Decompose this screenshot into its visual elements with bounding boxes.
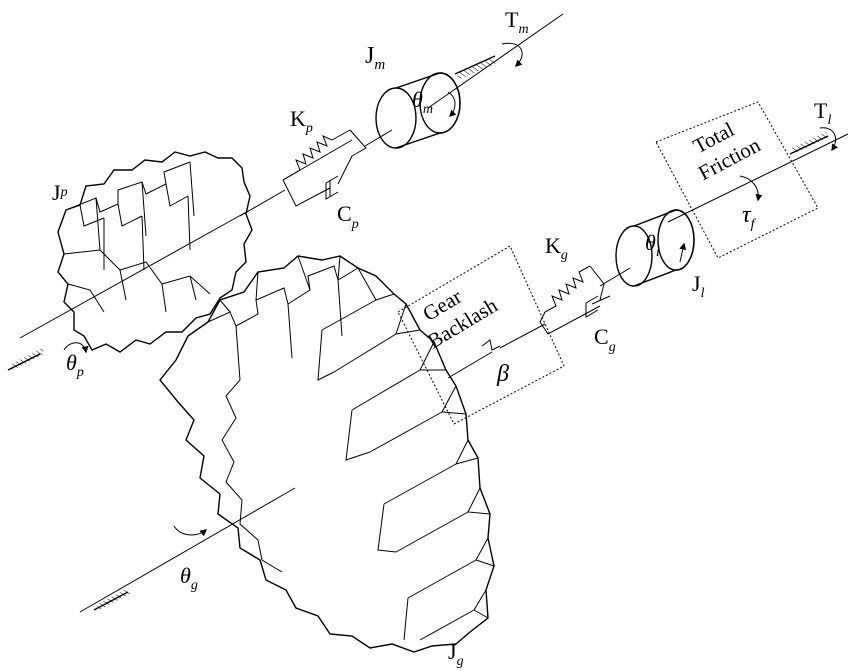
- theta-p-label: θp: [66, 350, 84, 380]
- beta-label: β: [496, 361, 509, 387]
- gear-backlash-box: [397, 245, 565, 425]
- kp-spring-cp-damper: [282, 129, 367, 207]
- jl-label: Jl: [692, 271, 705, 301]
- theta-m-arrow: [447, 91, 457, 117]
- kp-label: Kp: [290, 106, 313, 136]
- motor-inertia-cylinder: [375, 72, 461, 149]
- jp-label: Jp: [52, 180, 68, 205]
- theta-m-label: θm: [412, 87, 433, 117]
- pinion-gear: [7, 151, 253, 371]
- tm-label: Tm: [505, 7, 529, 37]
- jg-label: Jg: [448, 639, 464, 669]
- load-ground: [789, 127, 839, 155]
- theta-l-label: θl: [645, 230, 660, 260]
- cp-label: Cp: [337, 201, 359, 232]
- tau-f-label: τf: [742, 202, 757, 232]
- load-inertia-cylinder: [615, 209, 695, 287]
- jm-label: Jm: [365, 43, 385, 73]
- kg-label: Kg: [545, 233, 568, 263]
- tl-label: Tl: [814, 98, 831, 128]
- theta-g-label: θg: [180, 563, 198, 593]
- total-friction-label: Total Friction: [689, 117, 765, 185]
- output-gear: [79, 255, 495, 653]
- cg-label: Cg: [594, 324, 616, 355]
- motor-torque-arrow: [501, 42, 523, 67]
- total-friction-box: [655, 101, 819, 259]
- motor-ground: [454, 55, 496, 80]
- load-shaft: [447, 133, 849, 379]
- kg-spring-cg-damper: [539, 265, 611, 335]
